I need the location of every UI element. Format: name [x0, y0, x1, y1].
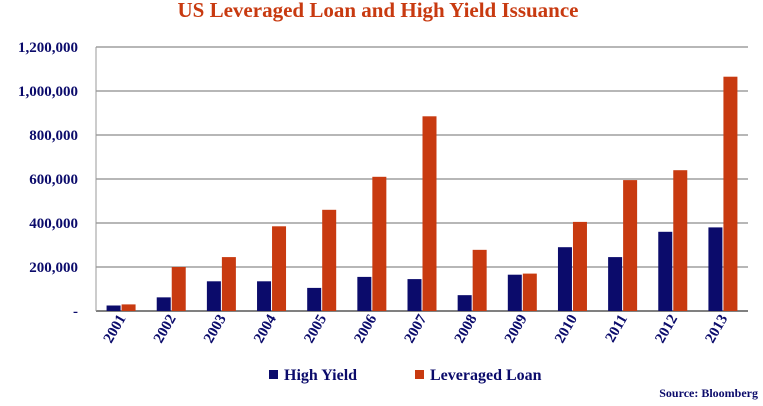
bar-high-yield-2003: [206, 281, 221, 311]
y-axis: - 200,000 400,000 600,000 800,000 1,000,000 1,…: [18, 40, 97, 320]
gridlines: [96, 46, 748, 312]
bar-leveraged-loan-2008: [472, 249, 487, 311]
bar-leveraged-loan-2002: [171, 267, 186, 311]
bar-high-yield-2004: [257, 281, 272, 311]
y-tick-label: -: [73, 304, 78, 320]
bar-leveraged-loan-2010: [572, 221, 587, 311]
x-tick-label: 2005: [301, 312, 330, 346]
legend: High Yield Leveraged Loan: [269, 367, 542, 384]
legend-swatch-leveraged-loan: [415, 370, 424, 379]
bar-high-yield-2002: [156, 297, 171, 311]
source-note: Source: Bloomberg: [659, 386, 758, 400]
x-tick-label: 2004: [251, 312, 280, 346]
bar-high-yield-2012: [658, 231, 673, 311]
bar-leveraged-loan-2005: [322, 209, 337, 311]
x-tick-label: 2012: [652, 312, 681, 346]
y-tick-label: 1,200,000: [18, 40, 78, 56]
bar-high-yield-2008: [457, 295, 472, 311]
bar-high-yield-2010: [557, 247, 572, 311]
x-tick-label: 2006: [351, 312, 380, 346]
bar-leveraged-loan-2006: [372, 176, 387, 311]
x-tick-label: 2009: [502, 312, 531, 346]
x-tick-label: 2003: [201, 312, 230, 346]
bar-leveraged-loan-2009: [522, 273, 537, 311]
bar-leveraged-loan-2012: [673, 170, 688, 311]
y-tick-label: 1,000,000: [18, 84, 78, 100]
chart-title: US Leveraged Loan and High Yield Issuanc…: [178, 0, 579, 22]
bar-high-yield-2013: [708, 227, 723, 311]
bar-leveraged-loan-2003: [221, 257, 236, 311]
bars: [106, 76, 738, 311]
x-axis: 2001 2002 2003 2004 2005 2006 2007 2008 2009 2010…: [101, 312, 732, 346]
y-tick-label: 400,000: [29, 216, 78, 232]
x-tick-label: 2007: [402, 312, 431, 346]
bar-leveraged-loan-2004: [272, 226, 287, 311]
bar-leveraged-loan-2013: [723, 76, 738, 311]
bar-high-yield-2011: [608, 257, 623, 311]
bar-high-yield-2005: [307, 287, 322, 311]
legend-swatch-high-yield: [269, 370, 278, 379]
bar-leveraged-loan-2011: [623, 180, 638, 311]
x-tick-label: 2001: [101, 312, 130, 346]
bar-leveraged-loan-2007: [422, 116, 437, 311]
legend-label-high-yield: High Yield: [284, 367, 357, 384]
bar-high-yield-2009: [507, 274, 522, 311]
x-tick-label: 2011: [603, 312, 631, 345]
x-tick-label: 2002: [151, 312, 180, 346]
bar-high-yield-2001: [106, 305, 121, 311]
bar-leveraged-loan-2001: [121, 304, 136, 311]
bar-high-yield-2007: [407, 279, 422, 311]
y-tick-label: 200,000: [29, 260, 78, 276]
x-tick-label: 2013: [703, 312, 732, 346]
x-tick-label: 2008: [452, 312, 481, 346]
y-tick-label: 600,000: [29, 172, 78, 188]
legend-label-leveraged-loan: Leveraged Loan: [430, 367, 542, 384]
bar-high-yield-2006: [357, 276, 372, 311]
x-tick-label: 2010: [552, 312, 581, 346]
y-tick-label: 800,000: [29, 128, 78, 144]
